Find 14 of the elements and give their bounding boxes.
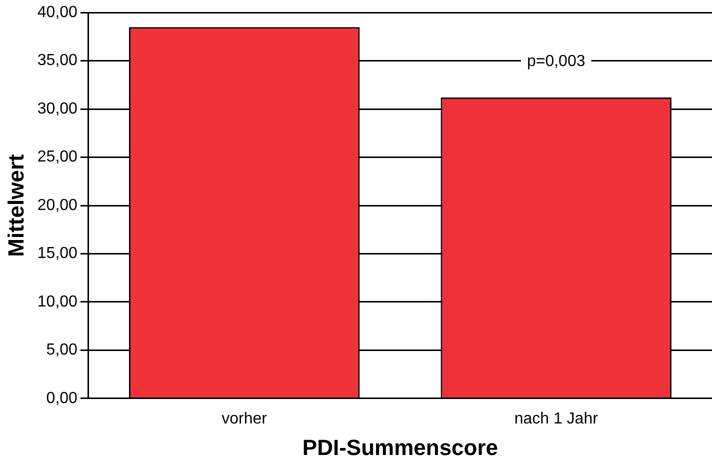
x-axis-title: PDI-Summenscore xyxy=(302,434,498,460)
y-tick-label: 20,00 xyxy=(37,196,78,214)
annotation: p=0,003 xyxy=(526,53,586,70)
y-tick-label: 0,00 xyxy=(46,390,78,407)
y-tick-label: 15,00 xyxy=(37,245,78,262)
y-axis-title: Mittelwert xyxy=(3,153,28,257)
y-tick-label: 40,00 xyxy=(37,4,78,22)
y-tick-label: 30,00 xyxy=(37,100,78,118)
y-tick-label: 35,00 xyxy=(37,52,78,70)
x-tick-label: nach 1 Jahr xyxy=(514,410,599,428)
y-tick-label: 10,00 xyxy=(37,293,78,310)
x-tick-label: vorher xyxy=(222,410,268,428)
y-tick-label: 5,00 xyxy=(46,342,78,359)
y-tick-label: 25,00 xyxy=(37,148,78,166)
